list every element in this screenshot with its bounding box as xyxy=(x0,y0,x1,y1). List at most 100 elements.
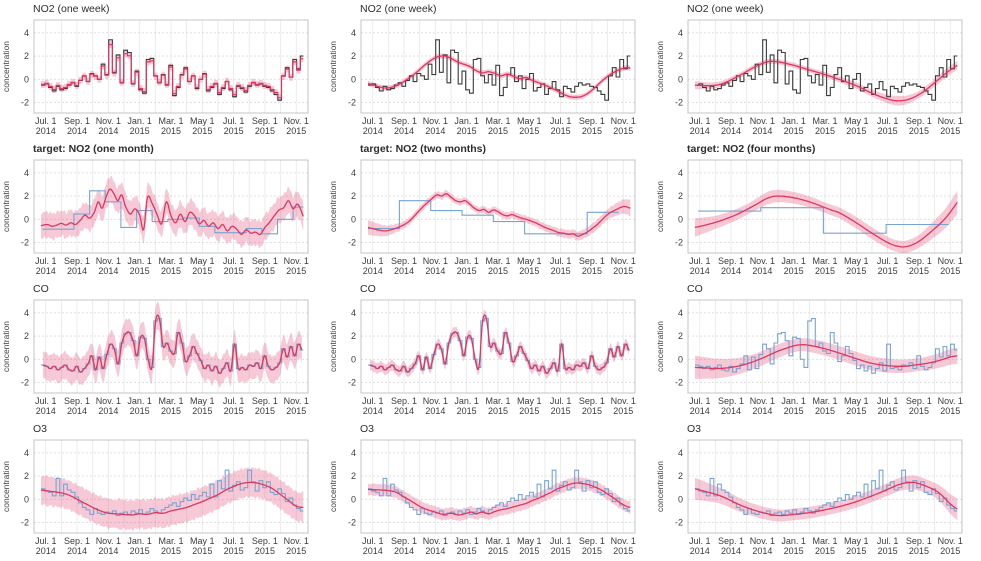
svg-text:2015: 2015 xyxy=(909,546,929,556)
svg-text:Nov. 1: Nov. 1 xyxy=(938,256,963,266)
svg-text:2015: 2015 xyxy=(130,406,150,416)
panel-title: O3 xyxy=(360,423,375,435)
svg-text:2014: 2014 xyxy=(425,546,445,556)
svg-text:2015: 2015 xyxy=(255,546,275,556)
svg-text:Mar. 1: Mar. 1 xyxy=(485,536,510,546)
chart-panel: O3 concentration 4 2 0 -2 Jul. 1 2014 Sep. 1 201… xyxy=(0,420,327,560)
svg-text:2015: 2015 xyxy=(488,266,508,276)
svg-text:2015: 2015 xyxy=(815,126,835,136)
svg-text:Nov. 1: Nov. 1 xyxy=(423,536,448,546)
svg-text:concentration: concentration xyxy=(1,321,11,372)
svg-text:2015: 2015 xyxy=(940,266,960,276)
svg-text:0: 0 xyxy=(24,214,29,224)
svg-text:4: 4 xyxy=(24,168,29,178)
svg-text:-2: -2 xyxy=(348,98,356,108)
svg-text:-2: -2 xyxy=(21,378,29,388)
svg-text:2015: 2015 xyxy=(519,126,539,136)
svg-text:2015: 2015 xyxy=(519,546,539,556)
panel-title: target: NO2 (four months) xyxy=(687,143,816,155)
svg-text:2015: 2015 xyxy=(878,546,898,556)
svg-text:Sep. 1: Sep. 1 xyxy=(906,116,932,126)
svg-text:2015: 2015 xyxy=(286,406,306,416)
svg-text:Sep. 1: Sep. 1 xyxy=(64,396,90,406)
chart-panel: target: NO2 (one month) concentration 4 2 0… xyxy=(0,140,327,280)
svg-text:2: 2 xyxy=(351,51,356,61)
chart-panel: CO concentration 4 2 0 -2 Jul. 1 2014 Sep. 1 201… xyxy=(654,280,981,420)
svg-text:0: 0 xyxy=(678,74,683,84)
svg-text:Nov. 1: Nov. 1 xyxy=(423,116,448,126)
svg-text:concentration: concentration xyxy=(1,181,11,232)
svg-text:Nov. 1: Nov. 1 xyxy=(938,536,963,546)
svg-text:2014: 2014 xyxy=(36,126,56,136)
svg-text:Jul. 1: Jul. 1 xyxy=(223,396,245,406)
svg-text:Sep. 1: Sep. 1 xyxy=(391,396,417,406)
svg-text:4: 4 xyxy=(24,308,29,318)
panel-title: O3 xyxy=(33,423,48,435)
svg-text:Nov. 1: Nov. 1 xyxy=(750,536,775,546)
svg-text:Sep. 1: Sep. 1 xyxy=(906,396,932,406)
svg-text:May 1: May 1 xyxy=(517,396,542,406)
svg-text:concentration: concentration xyxy=(1,41,11,92)
svg-text:Jul. 1: Jul. 1 xyxy=(362,116,384,126)
svg-text:Jan. 1: Jan. 1 xyxy=(454,256,479,266)
svg-text:Jan. 1: Jan. 1 xyxy=(127,396,152,406)
svg-text:2: 2 xyxy=(24,471,29,481)
svg-text:2014: 2014 xyxy=(394,126,414,136)
svg-text:4: 4 xyxy=(678,448,683,458)
svg-text:2015: 2015 xyxy=(224,406,244,416)
svg-text:Jul. 1: Jul. 1 xyxy=(362,536,384,546)
svg-text:2015: 2015 xyxy=(551,126,571,136)
svg-text:2015: 2015 xyxy=(909,266,929,276)
panel-title: target: NO2 (one month) xyxy=(33,143,154,155)
svg-text:Nov. 1: Nov. 1 xyxy=(938,396,963,406)
svg-text:Mar. 1: Mar. 1 xyxy=(812,536,837,546)
svg-text:2015: 2015 xyxy=(784,546,804,556)
svg-text:concentration: concentration xyxy=(328,181,338,232)
svg-text:4: 4 xyxy=(351,308,356,318)
svg-text:Jul. 1: Jul. 1 xyxy=(689,116,711,126)
panel-title: CO xyxy=(360,283,376,295)
svg-text:Jan. 1: Jan. 1 xyxy=(454,396,479,406)
svg-text:2014: 2014 xyxy=(363,406,383,416)
svg-text:Mar. 1: Mar. 1 xyxy=(158,396,183,406)
svg-text:Jul. 1: Jul. 1 xyxy=(223,116,245,126)
svg-text:Jul. 1: Jul. 1 xyxy=(877,116,899,126)
svg-text:2: 2 xyxy=(351,191,356,201)
svg-text:Mar. 1: Mar. 1 xyxy=(485,396,510,406)
svg-text:2015: 2015 xyxy=(846,546,866,556)
svg-text:Sep. 1: Sep. 1 xyxy=(718,536,744,546)
svg-text:May 1: May 1 xyxy=(844,256,869,266)
svg-text:2015: 2015 xyxy=(846,126,866,136)
svg-text:Nov. 1: Nov. 1 xyxy=(284,116,309,126)
svg-text:May 1: May 1 xyxy=(517,536,542,546)
svg-text:2014: 2014 xyxy=(36,546,56,556)
svg-text:2015: 2015 xyxy=(192,546,212,556)
svg-text:Jan. 1: Jan. 1 xyxy=(454,536,479,546)
svg-text:2015: 2015 xyxy=(224,266,244,276)
svg-text:Sep. 1: Sep. 1 xyxy=(391,256,417,266)
svg-text:2015: 2015 xyxy=(130,266,150,276)
svg-text:Sep. 1: Sep. 1 xyxy=(906,536,932,546)
svg-text:2015: 2015 xyxy=(161,546,181,556)
svg-text:2015: 2015 xyxy=(551,546,571,556)
svg-text:2014: 2014 xyxy=(721,406,741,416)
svg-text:Mar. 1: Mar. 1 xyxy=(812,256,837,266)
svg-text:2014: 2014 xyxy=(394,406,414,416)
svg-text:2015: 2015 xyxy=(846,406,866,416)
svg-text:2015: 2015 xyxy=(909,126,929,136)
svg-text:2015: 2015 xyxy=(286,546,306,556)
svg-text:4: 4 xyxy=(24,28,29,38)
svg-text:2015: 2015 xyxy=(457,406,477,416)
svg-text:Jan. 1: Jan. 1 xyxy=(127,536,152,546)
svg-text:Jan. 1: Jan. 1 xyxy=(781,256,806,266)
svg-text:2014: 2014 xyxy=(363,546,383,556)
svg-text:Nov. 1: Nov. 1 xyxy=(96,536,121,546)
chart-panel: target: NO2 (four months) concentration 4… xyxy=(654,140,981,280)
svg-text:2: 2 xyxy=(351,331,356,341)
svg-text:Jul. 1: Jul. 1 xyxy=(689,256,711,266)
svg-text:-2: -2 xyxy=(675,518,683,528)
svg-text:Jul. 1: Jul. 1 xyxy=(362,396,384,406)
